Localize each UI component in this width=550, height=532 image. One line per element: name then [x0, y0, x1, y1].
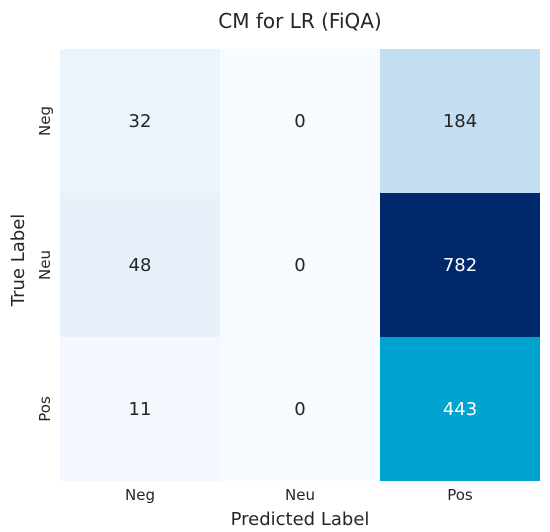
cell-value-label: 782 [443, 255, 477, 276]
y-tick-neg: Neg [36, 106, 54, 136]
cell-value-label: 11 [129, 399, 152, 420]
x-tick-neg: Neg [125, 486, 155, 504]
cell-value-label: 32 [129, 111, 152, 132]
heatmap-cell-pos-pos [380, 337, 540, 481]
y-tick-labels: Neg Neu Pos [36, 106, 54, 422]
heatmap-cell-pos-neu [220, 337, 380, 481]
x-axis-label: Predicted Label [231, 509, 370, 530]
cell-value-label: 0 [294, 111, 305, 132]
x-tick-labels: Neg Neu Pos [125, 486, 473, 504]
cell-value-label: 48 [129, 255, 152, 276]
heatmap-cell-neu-pos [380, 193, 540, 337]
y-tick-neu: Neu [36, 250, 54, 280]
cell-value-label: 0 [294, 399, 305, 420]
x-tick-neu: Neu [285, 486, 315, 504]
x-tick-pos: Pos [447, 486, 473, 504]
y-tick-pos: Pos [36, 396, 54, 422]
heatmap-cell-neg-neg [60, 49, 220, 193]
heatmap-cell-neu-neg [60, 193, 220, 337]
heatmap-cell-pos-neg [60, 337, 220, 481]
chart-title: CM for LR (FiQA) [218, 9, 381, 33]
heatmap-cell-neg-neu [220, 49, 380, 193]
heatmap-cell-neu-neu [220, 193, 380, 337]
heatmap-cell-neg-pos [380, 49, 540, 193]
y-axis-label: True Label [8, 214, 29, 308]
cell-value-label: 443 [443, 399, 477, 420]
cell-value-label: 184 [443, 111, 477, 132]
cell-value-label: 0 [294, 255, 305, 276]
